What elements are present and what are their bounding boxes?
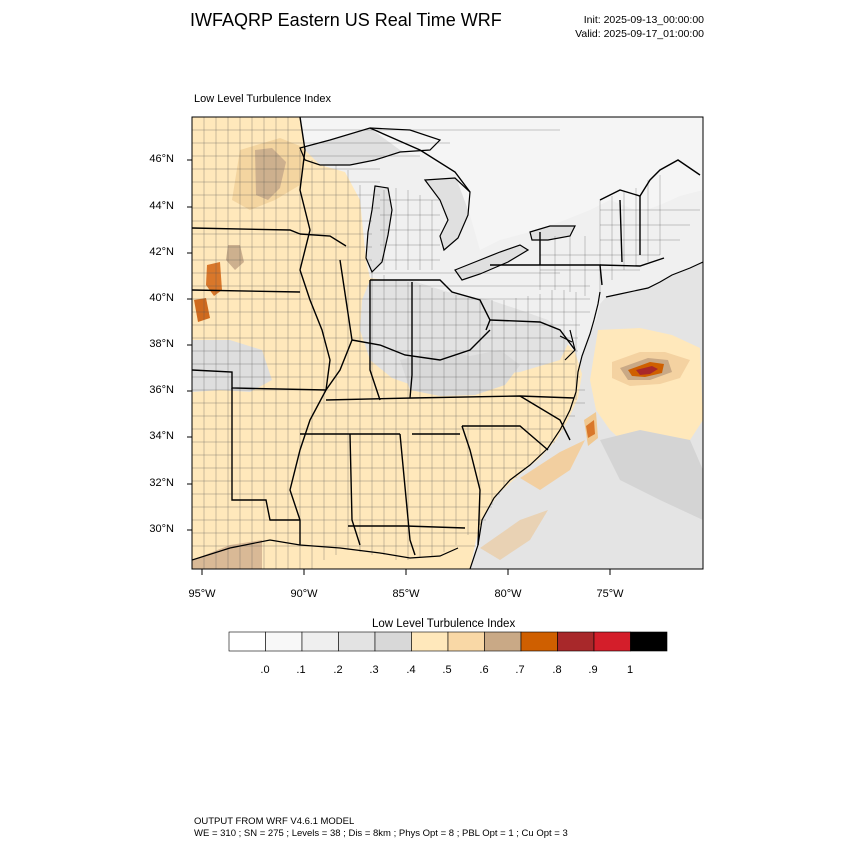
lat-label: 32°N <box>149 477 174 489</box>
se-offshore-streak <box>520 440 585 490</box>
colorbar-swatch <box>593 631 631 652</box>
colorbar-swatch <box>265 631 303 652</box>
colorbar-tick-label: .0 <box>260 664 270 676</box>
colorbar-swatch <box>374 631 412 652</box>
lat-label: 34°N <box>149 430 174 442</box>
offshore-gray-plume <box>600 430 703 520</box>
lat-label: 30°N <box>149 523 174 535</box>
lon-label: 90°W <box>290 588 318 600</box>
colorbar-tick-label: .2 <box>333 664 343 676</box>
lat-label: 40°N <box>149 292 174 304</box>
offshore-nc-spot <box>586 420 595 438</box>
county-boundaries <box>192 117 700 569</box>
gulf-tan-band <box>192 540 262 569</box>
lon-label: 80°W <box>494 588 522 600</box>
nebraska-hotspot <box>206 262 222 296</box>
colorbar-swatch <box>557 631 595 652</box>
lake-ontario <box>530 226 575 240</box>
lat-label: 36°N <box>149 384 174 396</box>
lat-ticks <box>187 159 192 531</box>
colorbar-swatch <box>447 631 485 652</box>
colorbar-tick-label: .4 <box>406 664 416 676</box>
colorbar-swatch <box>630 631 668 652</box>
panel-title: Low Level Turbulence Index <box>194 93 331 105</box>
lake-erie <box>455 245 528 280</box>
atlantic-feature-09 <box>636 366 658 375</box>
lon-label: 75°W <box>596 588 624 600</box>
colorbar-tick-label: .7 <box>515 664 525 676</box>
lat-label: 44°N <box>149 200 174 212</box>
valid-time: Valid: 2025-09-17_01:00:00 <box>575 28 704 40</box>
colorbar-swatch <box>411 631 449 652</box>
colorbar-tick-label: .6 <box>479 664 489 676</box>
map-frame <box>191 116 704 570</box>
colorbar-swatch <box>301 631 339 652</box>
colorbar-tick-label: .8 <box>552 664 562 676</box>
lon-label: 85°W <box>392 588 420 600</box>
plot-title: IWFAQRP Eastern US Real Time WRF <box>190 10 502 30</box>
colorbar-title: Low Level Turbulence Index <box>372 618 516 630</box>
colorbar-swatch <box>228 631 266 652</box>
lon-label: 95°W <box>188 588 216 600</box>
lon-ticks <box>201 569 611 575</box>
lat-label: 38°N <box>149 338 174 350</box>
colorbar-tick-label: .3 <box>369 664 379 676</box>
colorbar-tick-label: .1 <box>296 664 306 676</box>
footer-config: WE = 310 ; SN = 275 ; Levels = 38 ; Dis … <box>194 828 568 839</box>
colorbar-swatch <box>520 631 558 652</box>
ohio-valley-patch <box>400 350 520 396</box>
iowa-tan-07 <box>226 245 244 270</box>
colorbar-swatch <box>338 631 376 652</box>
lat-label: 42°N <box>149 246 174 258</box>
upper-midwest-tan-07 <box>255 148 286 200</box>
init-time: Init: 2025-09-13_00:00:00 <box>583 14 704 26</box>
footer-model: OUTPUT FROM WRF V4.6.1 MODEL <box>194 816 355 827</box>
colorbar-swatch <box>484 631 522 652</box>
coastlines <box>192 127 703 569</box>
colorbar-tick-label: .5 <box>442 664 452 676</box>
colorbar-tick-label: 1 <box>626 664 634 676</box>
lat-label: 46°N <box>149 153 174 165</box>
kansas-hotspot <box>194 298 210 322</box>
colorbar-tick-label: .9 <box>588 664 598 676</box>
canada-region <box>300 117 703 250</box>
lake-huron <box>425 178 470 250</box>
florida-offshore-patch <box>480 510 548 560</box>
